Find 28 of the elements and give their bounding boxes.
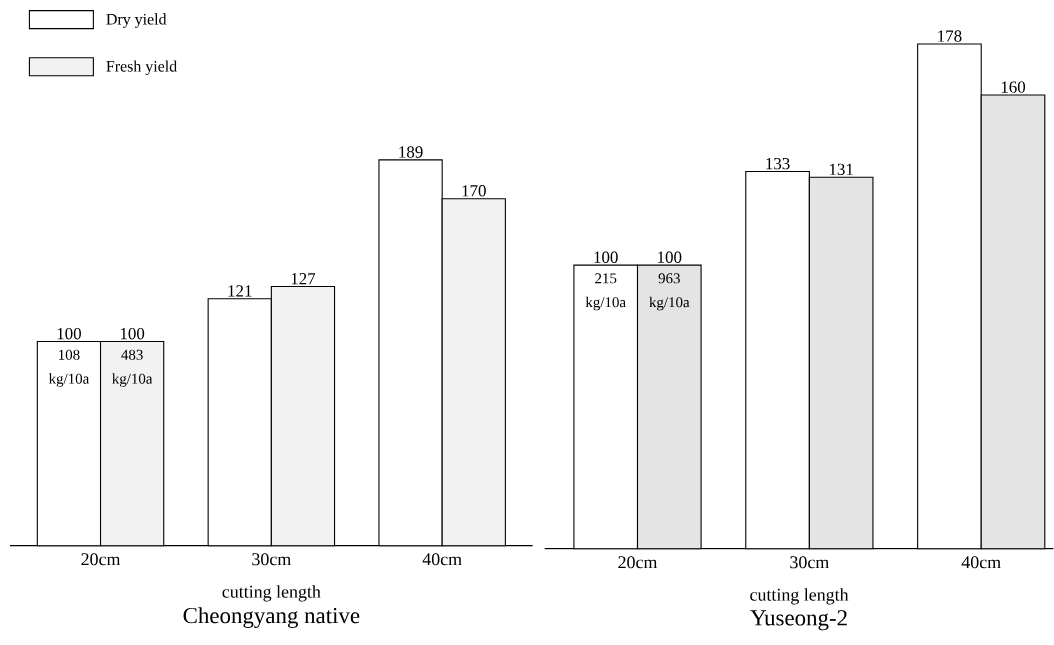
text: Cheongyang native (183, 607, 360, 629)
x-tick-label: 30cm (790, 556, 829, 569)
data-label: 160 (1001, 81, 1026, 93)
annotation: 963 kg/10a (649, 273, 690, 311)
annotation: 215 kg/10a (585, 273, 626, 311)
data-label: 100 (120, 328, 145, 340)
data-label: 100 (594, 251, 618, 264)
data-label: 133 (766, 158, 790, 170)
legend-label: Fresh yield (106, 60, 177, 76)
data-label: 100 (57, 328, 81, 340)
data-label: 189 (399, 146, 423, 158)
x-axis-title: cutting length (750, 588, 849, 605)
x-tick-label: 20cm (81, 553, 121, 566)
annotation: 483 kg/10a (112, 349, 153, 387)
x-axis-title: cutting length (222, 585, 321, 602)
annotation: 108 kg/10a (48, 349, 90, 387)
x-tick-label: 20cm (618, 556, 658, 569)
data-label: 170 (462, 185, 486, 197)
data-label: 127 (291, 273, 316, 285)
x-tick-label: 40cm (961, 556, 1001, 569)
data-label: 100 (658, 251, 682, 264)
legend-label: Dry yield (106, 13, 167, 29)
data-label: 121 (228, 285, 252, 297)
x-tick-label: 30cm (252, 553, 291, 566)
text: Yuseong-2 (750, 610, 847, 631)
x-tick-label: 40cm (422, 553, 462, 566)
data-label: 131 (829, 163, 853, 176)
data-label: 178 (938, 30, 962, 42)
